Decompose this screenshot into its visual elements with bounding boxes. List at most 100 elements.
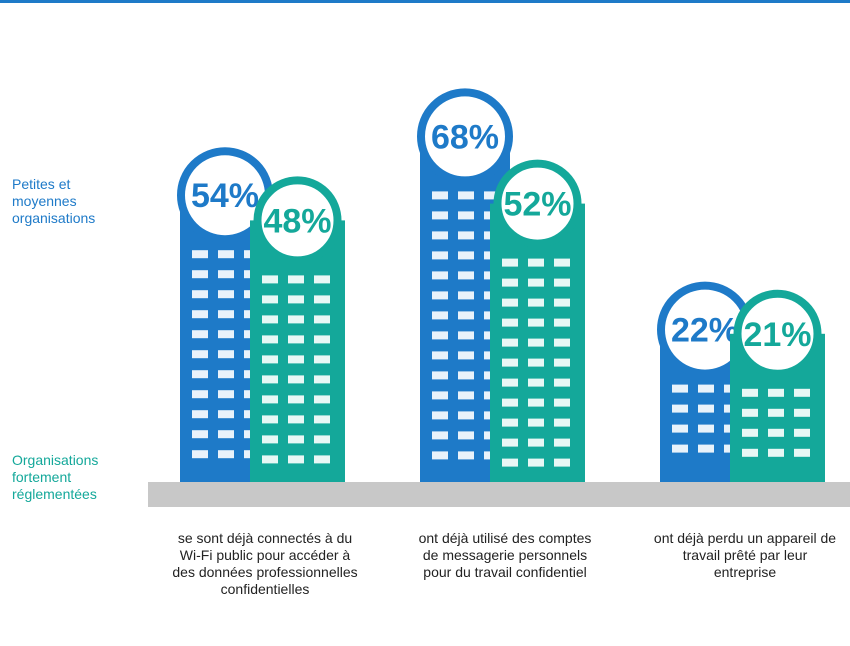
value-badge	[493, 159, 582, 248]
window	[502, 298, 518, 307]
window	[262, 355, 278, 364]
window	[218, 430, 234, 439]
value-label: 68%	[431, 118, 499, 156]
window	[218, 390, 234, 399]
window	[192, 310, 208, 319]
window	[314, 455, 330, 464]
window	[742, 448, 758, 457]
window	[768, 408, 784, 417]
window	[458, 311, 474, 320]
window	[432, 391, 448, 400]
window	[554, 338, 570, 347]
window	[192, 330, 208, 339]
window	[192, 430, 208, 439]
window	[458, 411, 474, 420]
window	[218, 250, 234, 259]
window	[192, 290, 208, 299]
window	[458, 271, 474, 280]
window	[554, 318, 570, 327]
window	[432, 231, 448, 240]
window	[698, 384, 714, 393]
window	[262, 455, 278, 464]
window	[288, 455, 304, 464]
window	[458, 231, 474, 240]
window	[554, 458, 570, 467]
window	[432, 451, 448, 460]
window	[502, 458, 518, 467]
window	[528, 398, 544, 407]
window	[554, 278, 570, 287]
window	[314, 395, 330, 404]
window	[432, 251, 448, 260]
window	[218, 410, 234, 419]
window	[314, 355, 330, 364]
value-label: 22%	[671, 312, 739, 350]
window	[288, 375, 304, 384]
window	[528, 338, 544, 347]
window	[672, 404, 688, 413]
window	[672, 424, 688, 433]
window	[554, 438, 570, 447]
window	[432, 431, 448, 440]
window	[768, 428, 784, 437]
value-badge	[417, 88, 513, 185]
window	[742, 408, 758, 417]
window	[262, 335, 278, 344]
category-label: ont déjà utilisé des comptes de messager…	[418, 530, 592, 580]
window	[218, 290, 234, 299]
window	[262, 435, 278, 444]
window	[432, 351, 448, 360]
window	[554, 398, 570, 407]
window	[502, 438, 518, 447]
window	[502, 278, 518, 287]
window	[742, 388, 758, 397]
value-badge	[253, 176, 342, 265]
window	[502, 338, 518, 347]
window	[432, 411, 448, 420]
window	[432, 191, 448, 200]
window	[672, 384, 688, 393]
window	[314, 375, 330, 384]
window	[458, 191, 474, 200]
category-label: se sont déjà connectés à du Wi-Fi public…	[172, 530, 358, 597]
window	[262, 295, 278, 304]
window	[288, 335, 304, 344]
window	[218, 350, 234, 359]
window	[458, 351, 474, 360]
window	[432, 311, 448, 320]
window	[458, 211, 474, 220]
window	[288, 295, 304, 304]
window	[554, 298, 570, 307]
window	[192, 250, 208, 259]
window	[288, 415, 304, 424]
window	[484, 191, 500, 200]
value-label: 54%	[191, 177, 259, 215]
window	[288, 395, 304, 404]
window	[794, 448, 810, 457]
window	[262, 275, 278, 284]
window	[458, 331, 474, 340]
window	[218, 310, 234, 319]
window	[192, 390, 208, 399]
window	[262, 395, 278, 404]
window	[698, 424, 714, 433]
window	[458, 431, 474, 440]
window	[528, 438, 544, 447]
category-label: ont déjà perdu un appareil de travail pr…	[653, 530, 837, 580]
window	[314, 335, 330, 344]
window	[528, 358, 544, 367]
window	[288, 275, 304, 284]
window	[768, 448, 784, 457]
window	[698, 404, 714, 413]
top-border	[0, 0, 850, 3]
window	[698, 444, 714, 453]
window	[314, 415, 330, 424]
window	[288, 355, 304, 364]
window	[432, 211, 448, 220]
window	[458, 371, 474, 380]
window	[218, 330, 234, 339]
window	[528, 318, 544, 327]
window	[458, 391, 474, 400]
window	[432, 331, 448, 340]
